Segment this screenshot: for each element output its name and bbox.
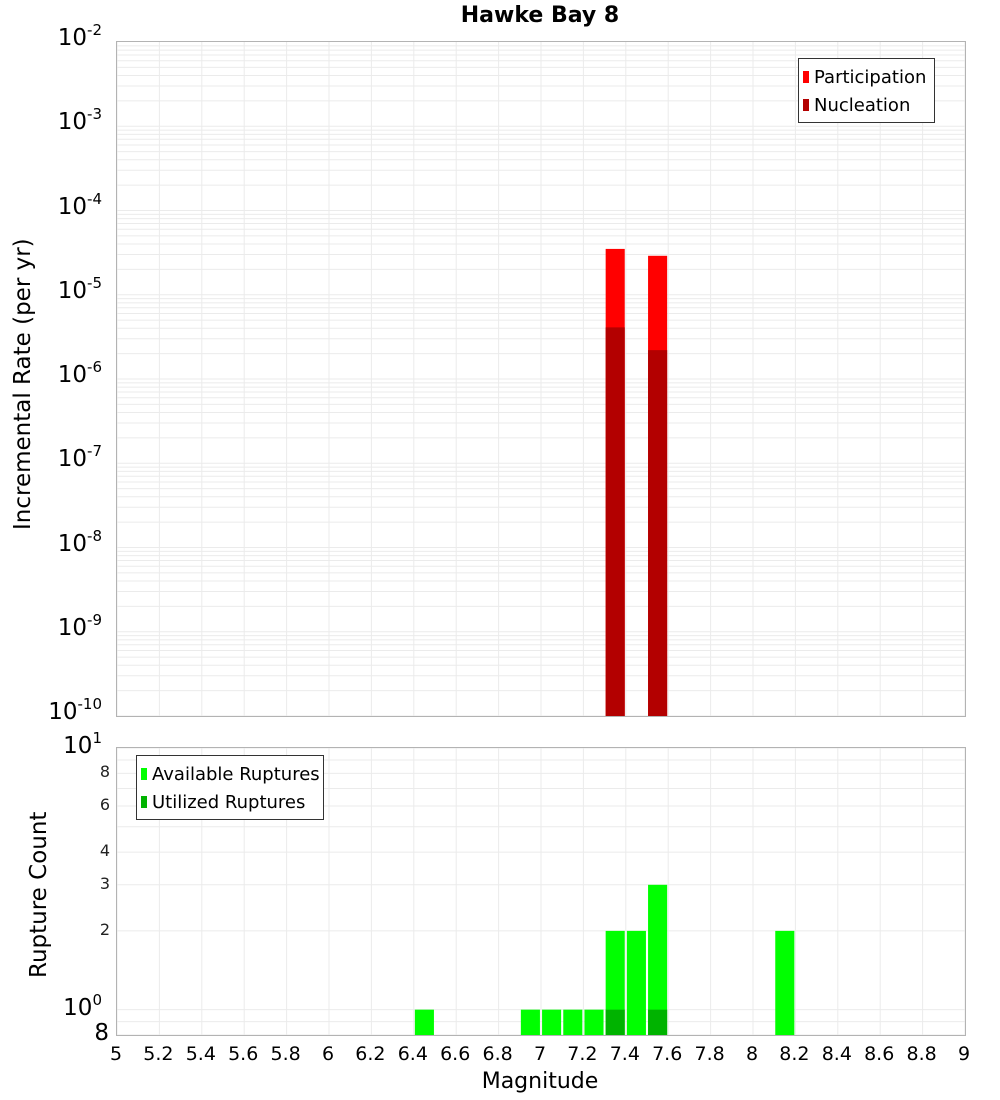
utilized-swatch-icon: [141, 796, 147, 808]
available-bar: [584, 1009, 604, 1035]
x-tick: 6: [321, 1043, 335, 1065]
legend-label: Available Ruptures: [152, 763, 320, 785]
count-y-tick-minor: 4: [99, 841, 110, 861]
x-axis-label: Magnitude: [481, 1069, 599, 1094]
utilized-bar: [605, 1009, 625, 1035]
count-legend: Available Ruptures Utilized Ruptures: [136, 755, 324, 820]
x-tick: 7.6: [652, 1043, 683, 1065]
x-tick: 8.6: [864, 1043, 895, 1065]
rate-plot-svg: [117, 42, 965, 716]
x-tick: 5.2: [143, 1043, 174, 1065]
x-tick: 8.8: [906, 1043, 937, 1065]
rate-y-tick: 10-5: [57, 273, 102, 304]
count-y-tick-minor: 2: [99, 919, 110, 939]
legend-label: Utilized Ruptures: [152, 791, 306, 813]
count-y-tick-major: 100: [63, 990, 102, 1021]
x-tick: 5.8: [270, 1043, 301, 1065]
count-y-axis-label: Rupture Count: [26, 811, 52, 978]
x-tick: 6.8: [482, 1043, 513, 1065]
x-tick: 5.6: [228, 1043, 259, 1065]
legend-item-utilized: Utilized Ruptures: [141, 788, 320, 816]
chart-title: Hawke Bay 8: [460, 3, 620, 28]
x-tick: 5.4: [185, 1043, 216, 1065]
count-y-tick-major: 101: [63, 729, 102, 759]
rate-legend: Participation Nucleation: [798, 58, 936, 123]
available-bar: [605, 930, 625, 1035]
count-y-tick-minor: 3: [99, 873, 110, 893]
x-tick: 6.6: [440, 1043, 471, 1065]
legend-label: Participation: [814, 66, 927, 88]
utilized-bar: [648, 1009, 668, 1035]
rate-y-tick: 10-3: [57, 105, 102, 136]
available-swatch-icon: [141, 768, 147, 780]
x-tick: 7: [533, 1043, 547, 1065]
available-bar: [520, 1009, 540, 1035]
legend-label: Nucleation: [814, 94, 911, 116]
rate-y-tick: 10-8: [57, 526, 102, 557]
x-tick: 8.2: [779, 1043, 810, 1065]
available-bar: [648, 884, 668, 1035]
available-bar: [414, 1009, 434, 1035]
count-y-tick-minor: 8: [99, 762, 110, 782]
rate-y-tick: 10-10: [48, 695, 102, 725]
rate-y-tick: 10-7: [57, 442, 102, 473]
legend-item-participation: Participation: [803, 63, 926, 91]
x-tick: 9: [957, 1043, 971, 1065]
nucleation-bar: [648, 350, 668, 716]
available-bar: [626, 930, 646, 1035]
x-tick: 8: [745, 1043, 759, 1065]
participation-swatch-icon: [803, 71, 809, 83]
count-y-tick-minor: 6: [99, 795, 110, 815]
x-tick: 6.4: [397, 1043, 428, 1065]
legend-item-available: Available Ruptures: [141, 760, 320, 788]
rate-plot-area: [116, 41, 966, 717]
available-bar: [775, 930, 795, 1035]
x-tick: 6.2: [355, 1043, 386, 1065]
x-tick: 7.4: [609, 1043, 640, 1065]
available-bar: [563, 1009, 583, 1035]
x-tick: 8.4: [821, 1043, 852, 1065]
x-tick: 7.2: [567, 1043, 598, 1065]
x-tick: 7.8: [694, 1043, 725, 1065]
available-bar: [542, 1009, 562, 1035]
rate-y-tick: 10-4: [57, 189, 102, 220]
rate-y-tick: 10-2: [57, 21, 102, 51]
nucleation-bar: [605, 327, 625, 716]
nucleation-swatch-icon: [803, 99, 809, 111]
count-y-tick-bottom: 8: [94, 1020, 109, 1046]
rate-y-tick: 10-9: [57, 610, 102, 641]
rate-y-tick: 10-6: [57, 358, 102, 388]
rate-y-axis-label: Incremental Rate (per yr): [10, 238, 36, 530]
x-tick: 5: [109, 1043, 123, 1065]
legend-item-nucleation: Nucleation: [803, 91, 926, 119]
